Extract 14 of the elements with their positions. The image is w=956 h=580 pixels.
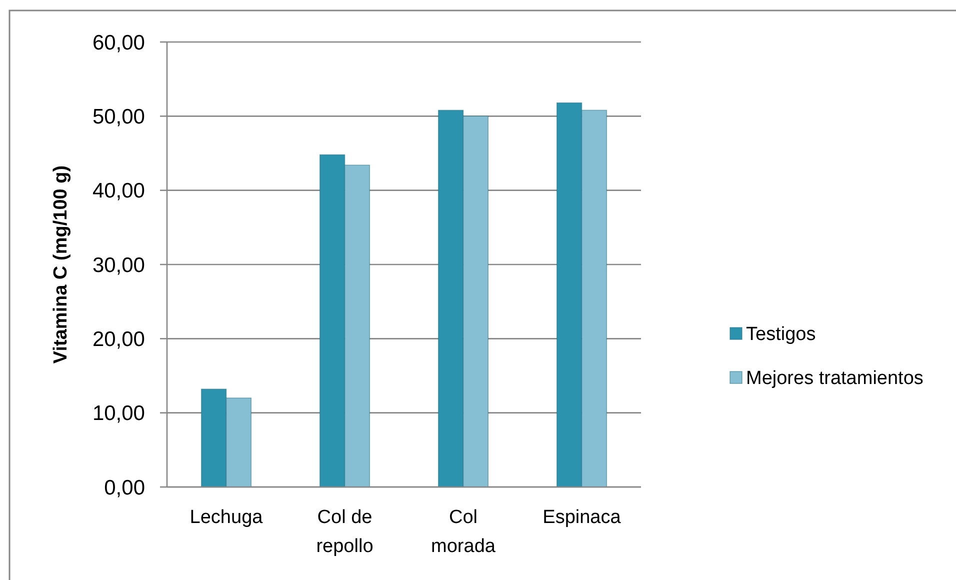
x-tick-label: Col morada bbox=[431, 507, 496, 557]
y-tick-label: 20,00 bbox=[92, 328, 145, 352]
y-tick-label: 10,00 bbox=[92, 402, 145, 426]
x-tick-label: Lechuga bbox=[190, 507, 264, 528]
y-tick-label: 40,00 bbox=[92, 180, 145, 203]
x-tick-label: Col de repollo bbox=[316, 507, 374, 557]
legend-label: Mejores tratamientos bbox=[746, 368, 924, 390]
y-tick-label: 30,00 bbox=[92, 254, 145, 277]
y-axis-title: Vitamina C (mg/100 g) bbox=[50, 165, 72, 364]
legend-label: Testigos bbox=[746, 324, 816, 346]
y-tick-label: 50,00 bbox=[92, 106, 145, 129]
x-tick-label: Espinaca bbox=[542, 507, 622, 528]
y-tick-label: 0,00 bbox=[104, 476, 145, 500]
y-tick-label: 60,00 bbox=[92, 31, 145, 54]
